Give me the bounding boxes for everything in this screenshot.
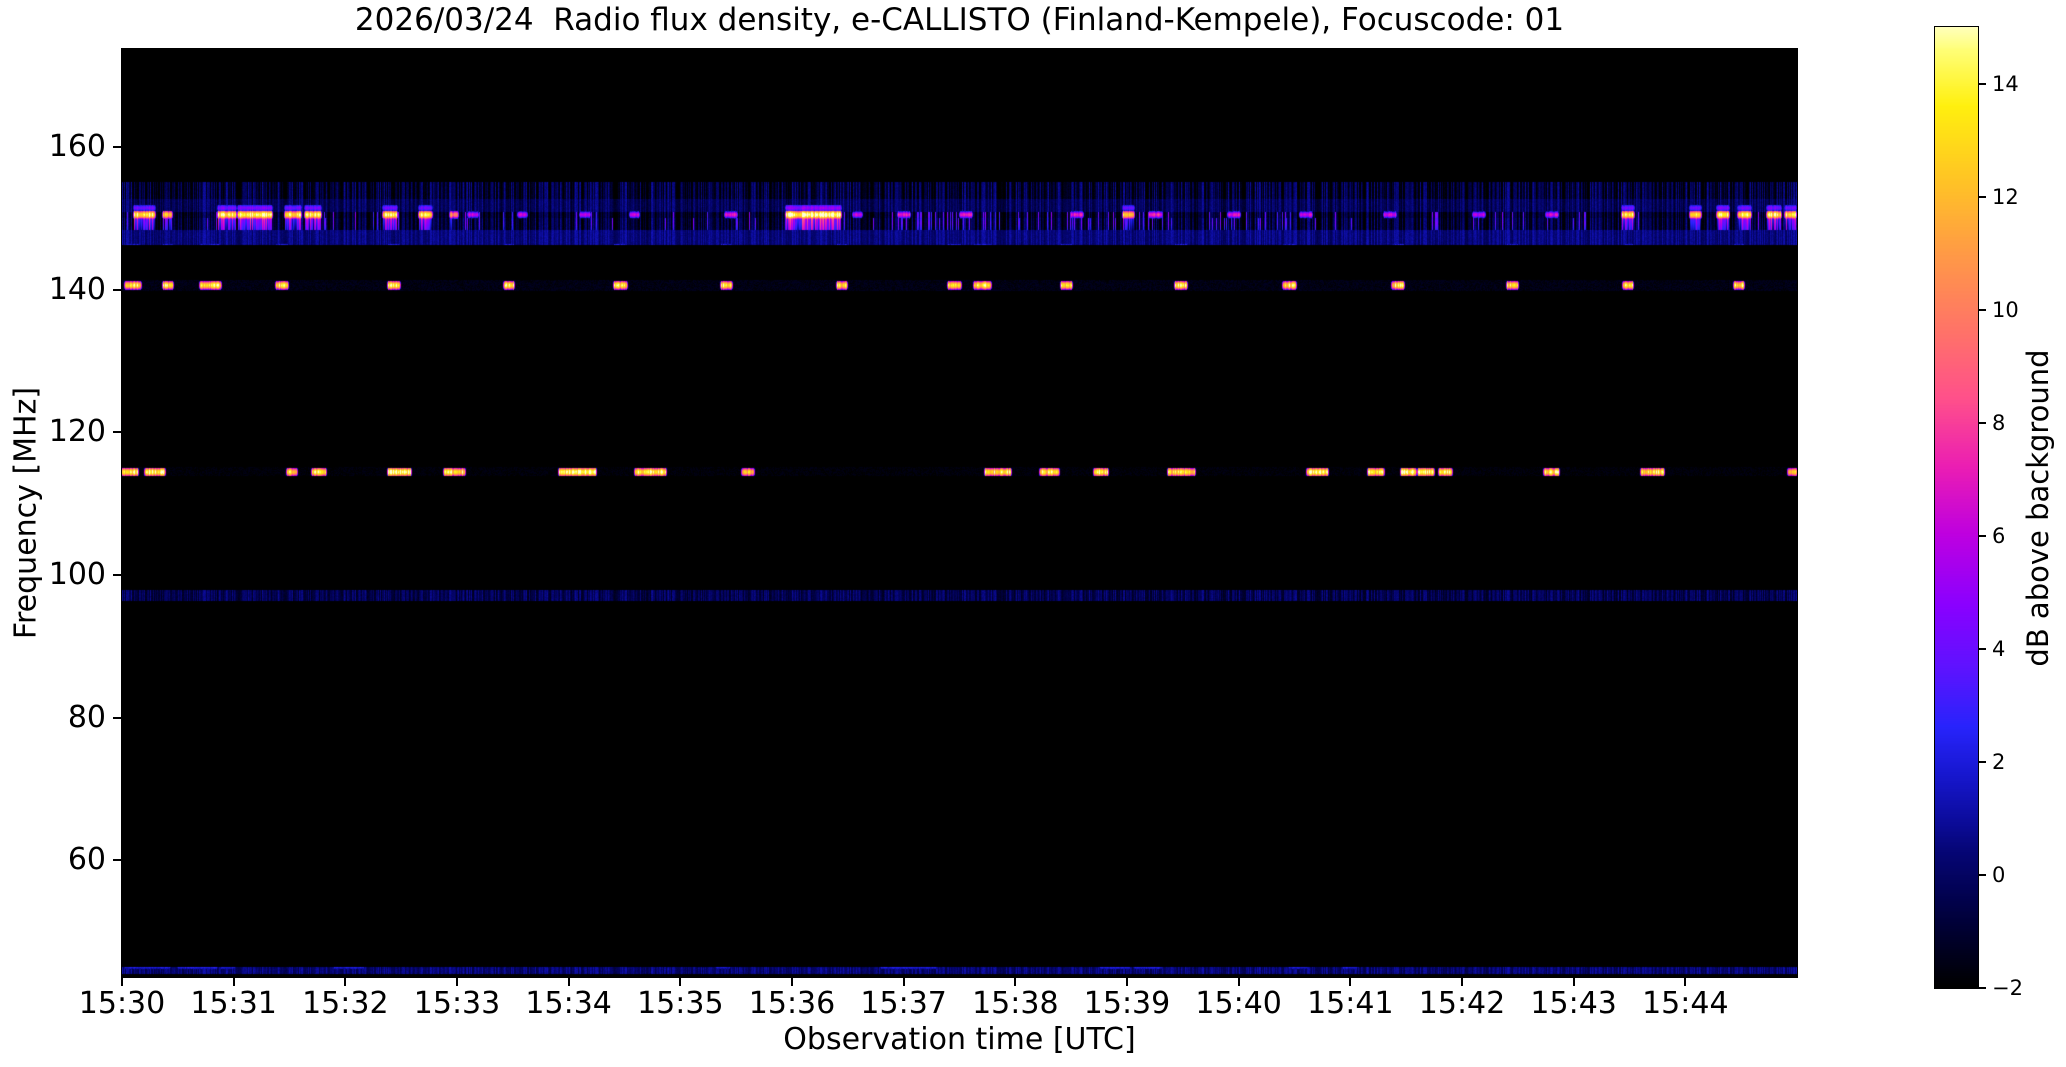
y-tick-label: 140 [48, 271, 106, 307]
y-tick-label: 120 [48, 414, 106, 450]
colorbar-tick-mark [1979, 873, 1986, 876]
y-tick-label: 100 [48, 557, 106, 592]
x-tick-label: 15:35 [637, 986, 724, 1021]
x-tick-label: 15:31 [190, 986, 277, 1021]
x-tick-label: 15:44 [1642, 986, 1729, 1021]
plot-area [121, 48, 1798, 978]
colorbar-tick-mark [1979, 987, 1986, 989]
x-tick-label: 15:42 [1418, 986, 1506, 1021]
y-axis-label: Frequency [MHz] [8, 386, 44, 640]
colorbar-tick-mark [1979, 534, 1986, 537]
colorbar-tick-mark [1979, 647, 1986, 650]
colorbar-tick-label: 6 [1992, 523, 2006, 548]
x-tick-mark [1126, 978, 1128, 986]
x-tick-mark [679, 978, 682, 986]
x-tick-label: 15:33 [413, 986, 501, 1021]
colorbar [1934, 26, 1979, 989]
x-tick-mark [121, 978, 123, 986]
x-tick-mark [1237, 978, 1240, 986]
x-tick-mark [791, 978, 793, 986]
y-tick-label: 80 [67, 699, 106, 735]
x-tick-mark [902, 978, 905, 986]
colorbar-label: dB above background [2021, 349, 2055, 667]
colorbar-tick-mark [1979, 308, 1986, 311]
y-tick-mark [113, 431, 121, 434]
x-tick-mark [1461, 978, 1463, 986]
y-tick-mark [113, 574, 121, 576]
colorbar-tick-label: 10 [1992, 297, 2019, 322]
colorbar-gradient [1935, 27, 1978, 988]
y-tick-label: 160 [48, 129, 106, 165]
colorbar-tick-mark [1979, 82, 1986, 85]
x-tick-label: 15:41 [1307, 986, 1394, 1021]
x-tick-mark [1349, 978, 1352, 986]
x-tick-mark [1572, 978, 1575, 986]
y-tick-mark [113, 859, 121, 862]
y-tick-label: 60 [67, 842, 106, 878]
y-tick-mark [113, 716, 121, 719]
x-tick-label: 15:34 [525, 986, 612, 1021]
x-tick-label: 15:43 [1530, 986, 1617, 1021]
colorbar-tick-mark [1979, 195, 1986, 198]
spectrogram-canvas [122, 49, 1797, 977]
x-tick-label: 15:39 [1083, 986, 1171, 1021]
x-tick-label: 15:30 [78, 986, 166, 1021]
colorbar-tick-label: 8 [1992, 410, 2006, 435]
colorbar-tick-mark [1979, 760, 1986, 763]
x-axis-label: Observation time [UTC] [783, 1022, 1136, 1057]
chart-title: 2026/03/24 Radio flux density, e-CALLIST… [354, 2, 1565, 38]
colorbar-tick-label: −2 [1992, 976, 2023, 1000]
colorbar-tick-label: 2 [1992, 749, 2006, 774]
x-tick-mark [1684, 978, 1687, 986]
x-tick-label: 15:36 [748, 986, 836, 1021]
x-tick-label: 15:40 [1195, 986, 1282, 1021]
x-tick-mark [344, 978, 347, 986]
colorbar-tick-label: 0 [1992, 862, 2006, 887]
colorbar-tick-mark [1979, 421, 1986, 424]
colorbar-tick-label: 14 [1992, 71, 2019, 96]
y-tick-mark [113, 288, 121, 291]
colorbar-tick-label: 4 [1992, 636, 2006, 661]
x-tick-mark [567, 978, 570, 986]
x-tick-mark [232, 978, 235, 986]
x-tick-mark [1014, 978, 1017, 986]
y-tick-mark [113, 146, 121, 149]
x-tick-mark [456, 978, 458, 986]
x-tick-label: 15:32 [302, 986, 389, 1021]
x-tick-label: 15:37 [860, 986, 947, 1021]
x-tick-label: 15:38 [972, 986, 1059, 1021]
colorbar-tick-label: 12 [1992, 184, 2019, 209]
